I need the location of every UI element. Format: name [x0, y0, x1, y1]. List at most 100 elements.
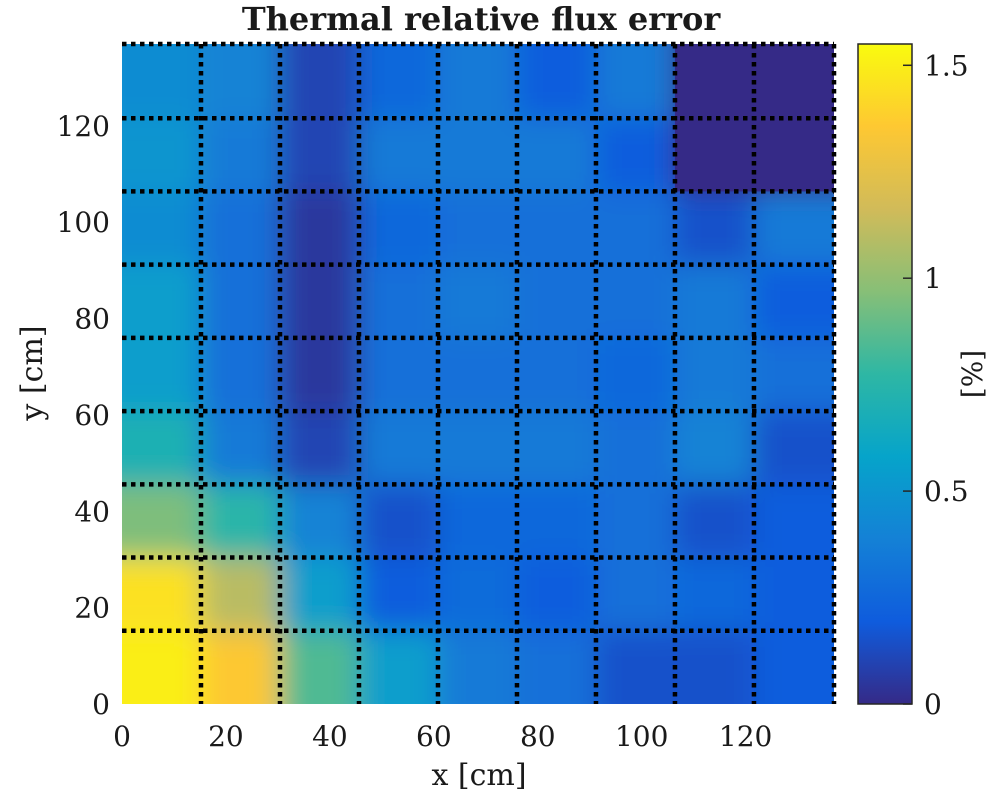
x-tick-label: 100: [615, 720, 668, 753]
heatmap-cell: [674, 630, 754, 704]
heatmap-cell: [595, 630, 675, 704]
heatmap-cell: [595, 337, 675, 412]
heatmap-cell: [753, 337, 834, 412]
heatmap-cell: [200, 557, 280, 631]
heatmap-cell: [437, 191, 517, 265]
heatmap-cell: [358, 630, 438, 704]
heatmap-cell: [595, 118, 675, 192]
heatmap-cell: [358, 191, 438, 265]
heatmap-cell: [279, 630, 359, 704]
y-axis: 0 20 40 60 80 100 120: [57, 110, 110, 721]
heatmap-cell: [595, 191, 675, 265]
colorbar: 0 0.5 1 1.5 [%]: [857, 43, 989, 721]
heatmap-cell: [753, 264, 834, 338]
heatmap-cell: [674, 337, 754, 412]
colorbar-tick-label: 1: [924, 262, 942, 295]
heatmap-cell: [753, 191, 834, 265]
heatmap-cell: [595, 44, 675, 119]
masked-cell: [753, 44, 834, 119]
colorbar-tick-label: 0: [924, 688, 942, 721]
heatmap-cell: [358, 557, 438, 631]
heatmap-cell: [516, 557, 596, 631]
heatmap-cell: [437, 411, 517, 485]
heatmap-cell: [122, 264, 201, 338]
heatmap-cell: [437, 44, 517, 119]
heatmap-cell: [516, 118, 596, 192]
heatmap-cell: [595, 557, 675, 631]
heatmap-cell: [358, 44, 438, 119]
x-tick-label: 60: [416, 720, 452, 753]
heatmap-cell: [122, 191, 201, 265]
masked-cell: [674, 44, 754, 119]
heatmap-cell: [674, 264, 754, 338]
colorbar-gradient: [857, 43, 913, 705]
heatmap-cell: [437, 484, 517, 558]
heatmap-cell: [279, 118, 359, 192]
colorbar-tick-label: 1.5: [924, 49, 969, 82]
y-tick-label: 80: [74, 303, 110, 336]
heatmap-cell: [200, 337, 280, 412]
heatmap-cell: [279, 484, 359, 558]
y-tick-label: 0: [92, 688, 110, 721]
heatmap-cell: [674, 557, 754, 631]
heatmap-cell: [279, 191, 359, 265]
heatmap-cell: [753, 630, 834, 704]
heatmap-cell: [122, 411, 201, 485]
heatmap-cell: [358, 411, 438, 485]
x-axis: 0 20 40 60 80 100 120: [113, 720, 772, 753]
heatmap-cell: [753, 557, 834, 631]
heatmap-cell: [200, 191, 280, 265]
heatmap-cell: [437, 118, 517, 192]
heatmap-cell: [516, 264, 596, 338]
y-tick-label: 100: [57, 206, 110, 239]
heatmap-cell: [358, 118, 438, 192]
heatmap-cell: [437, 630, 517, 704]
heatmap-cell: [516, 337, 596, 412]
heatmap-cell: [122, 44, 201, 119]
heatmap-cell: [122, 337, 201, 412]
heatmap-cell: [200, 264, 280, 338]
x-axis-label: x [cm]: [431, 758, 526, 793]
heatmap-cell: [122, 630, 201, 704]
colorbar-ticks: 0 0.5 1 1.5: [903, 49, 969, 721]
heatmap-cell: [437, 264, 517, 338]
heatmap-cell: [279, 411, 359, 485]
heatmap-cell: [674, 484, 754, 558]
heatmap-cell: [516, 630, 596, 704]
x-tick-label: 40: [312, 720, 348, 753]
heatmap-cell: [674, 191, 754, 265]
heatmap-cell: [358, 264, 438, 338]
masked-cell: [753, 118, 834, 192]
heatmap-cell: [437, 337, 517, 412]
y-tick-label: 120: [57, 110, 110, 143]
y-tick-label: 40: [74, 495, 110, 528]
plot-area: 0 20 40 60 80 100 120 0 20 40 60 80 100 120: [57, 41, 837, 753]
heatmap-cell: [122, 557, 201, 631]
heatmap-cell: [595, 484, 675, 558]
y-tick-label: 60: [74, 399, 110, 432]
heatmap-cell: [516, 191, 596, 265]
heatmap-cell: [200, 411, 280, 485]
x-tick-label: 80: [520, 720, 556, 753]
chart-title: Thermal relative flux error: [242, 0, 722, 38]
heatmap-cell: [122, 118, 201, 192]
heatmap-cell: [595, 411, 675, 485]
heatmap-cell: [595, 264, 675, 338]
heatmap-cell: [122, 484, 201, 558]
masked-region: [674, 44, 834, 192]
grid-lines: [122, 41, 837, 704]
heatmap-cell: [279, 557, 359, 631]
y-axis-label: y [cm]: [15, 325, 50, 421]
heatmap-cell: [279, 264, 359, 338]
heatmap-cell: [753, 484, 834, 558]
heatmap-cell: [516, 44, 596, 119]
heatmap-cell: [358, 337, 438, 412]
x-tick-label: 120: [719, 720, 772, 753]
masked-cell: [674, 118, 754, 192]
y-tick-label: 20: [74, 592, 110, 625]
heatmap-cell: [200, 44, 280, 119]
colorbar-label: [%]: [956, 350, 989, 398]
heatmap-cell: [516, 411, 596, 485]
heatmap-cell: [279, 44, 359, 119]
x-tick-label: 0: [113, 720, 131, 753]
